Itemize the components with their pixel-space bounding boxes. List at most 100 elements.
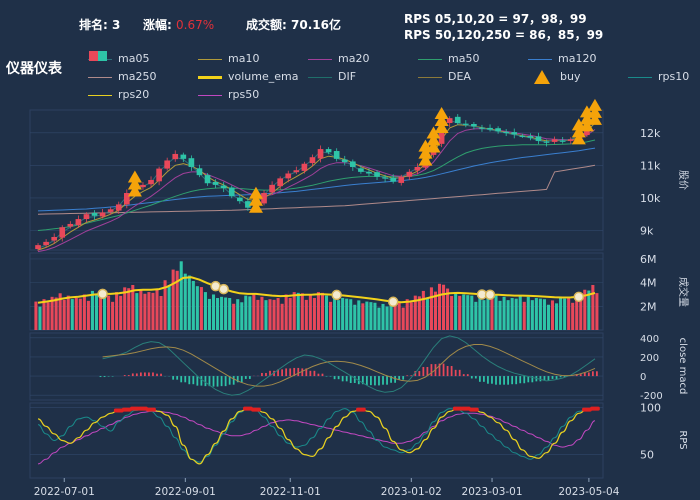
macd-hist-bar bbox=[176, 376, 179, 380]
rps-axis-label: RPS bbox=[677, 430, 688, 449]
legend-item-DIF[interactable]: DIF bbox=[308, 70, 356, 83]
candle bbox=[349, 159, 356, 171]
volume-bar bbox=[534, 298, 538, 330]
volume-bar bbox=[232, 303, 236, 330]
volume-bar bbox=[329, 301, 333, 330]
price-panel: 9k 10k 11k 12k 股价 bbox=[30, 98, 689, 253]
price-tick-label: 12k bbox=[640, 127, 661, 140]
legend-label: volume_ema bbox=[228, 70, 299, 83]
macd-hist-bar bbox=[442, 363, 445, 377]
volume-tick-label: 2M bbox=[640, 300, 657, 313]
candle bbox=[487, 124, 493, 132]
volume-bar bbox=[58, 293, 62, 330]
buy-arrow bbox=[571, 125, 586, 138]
volume-bar bbox=[159, 296, 163, 330]
x-tick-label: 2023-01-02 bbox=[381, 486, 442, 498]
macd-hist-bar bbox=[386, 376, 388, 385]
candle-body bbox=[91, 212, 98, 216]
macd-hist-bar bbox=[261, 372, 263, 377]
candle-body bbox=[107, 209, 114, 212]
legend-item-rps20[interactable]: rps20 bbox=[88, 88, 149, 101]
volume-bar bbox=[220, 296, 224, 330]
macd-hist-bar bbox=[192, 376, 195, 385]
volume-bar bbox=[42, 299, 46, 330]
macd-hist-bar bbox=[333, 376, 336, 380]
volume-bar bbox=[421, 290, 425, 330]
sector-title: 仪器仪表 bbox=[6, 61, 62, 77]
volume-bar bbox=[494, 294, 498, 330]
macd-hist-bar bbox=[422, 366, 425, 377]
volume-bar bbox=[583, 289, 587, 330]
macd-hist-bar bbox=[365, 376, 368, 386]
volume-bar bbox=[86, 300, 90, 330]
volume-bar bbox=[365, 301, 369, 330]
volume-bar bbox=[595, 293, 599, 330]
rps-high-marker bbox=[590, 406, 600, 411]
macd-hist-bar bbox=[426, 366, 429, 377]
volume-bar bbox=[151, 292, 155, 330]
legend-item-ma50[interactable]: ma50 bbox=[418, 52, 479, 65]
macd-hist-bar bbox=[297, 367, 300, 377]
volume-bar bbox=[345, 298, 349, 330]
macd-hist-bar bbox=[188, 376, 191, 385]
candle-body bbox=[99, 212, 106, 217]
volume-bar bbox=[538, 298, 542, 330]
legend-item-buy[interactable]: buy bbox=[528, 70, 580, 84]
legend-label: ma120 bbox=[558, 52, 597, 65]
legend-item-DEA[interactable]: DEA bbox=[418, 70, 471, 83]
legend-item-rps10[interactable]: rps10 bbox=[628, 70, 689, 83]
volume-bar bbox=[361, 303, 365, 330]
rps10-line bbox=[37, 408, 596, 463]
price-tick-label: 10k bbox=[640, 192, 661, 205]
legend-item-volume-ema[interactable]: volume_ema bbox=[198, 70, 298, 83]
legend-item-ma250[interactable]: ma250 bbox=[88, 70, 156, 83]
volume-bar bbox=[175, 270, 179, 330]
macd-hist-bar bbox=[244, 376, 247, 379]
candle bbox=[358, 165, 364, 174]
candle bbox=[325, 147, 332, 155]
rps-high-marker bbox=[452, 406, 463, 411]
volume-bar bbox=[179, 261, 183, 330]
legend-label: DIF bbox=[338, 70, 357, 83]
candle bbox=[309, 154, 316, 167]
legend-item-rps50[interactable]: rps50 bbox=[198, 88, 259, 101]
volume-bar bbox=[135, 293, 139, 330]
ma05-line bbox=[37, 116, 596, 249]
volume-bar bbox=[211, 294, 216, 330]
candle-body bbox=[333, 151, 340, 159]
candle bbox=[398, 174, 405, 186]
macd-hist-bar bbox=[495, 376, 497, 385]
macd-hist-bar bbox=[139, 372, 142, 377]
volume-bar bbox=[264, 300, 268, 330]
legend-item-ma10[interactable]: ma10 bbox=[198, 52, 259, 65]
price-axis-label: 股价 bbox=[677, 170, 689, 190]
buy-arrow bbox=[426, 126, 441, 139]
macd-hist-bar bbox=[596, 371, 598, 377]
macd-hist-bar bbox=[172, 376, 175, 380]
macd-hist-bar bbox=[523, 376, 526, 384]
candle bbox=[115, 201, 122, 214]
candle bbox=[390, 174, 397, 184]
candle bbox=[269, 181, 275, 195]
volume-bar bbox=[131, 284, 135, 330]
legend-item-ma20[interactable]: ma20 bbox=[308, 52, 369, 65]
volume-bar bbox=[563, 298, 567, 330]
legend-item-ma120[interactable]: ma120 bbox=[528, 52, 596, 65]
macd-hist-bar bbox=[236, 376, 239, 383]
volume-bar bbox=[300, 293, 304, 330]
ma20-line bbox=[37, 128, 596, 253]
candle bbox=[261, 190, 267, 206]
volume-bar bbox=[195, 286, 199, 330]
macd-hist-bar bbox=[277, 369, 279, 377]
volume-bar bbox=[587, 290, 591, 330]
volume-bar bbox=[187, 275, 191, 330]
buy-arrow bbox=[418, 146, 433, 159]
volume-bar bbox=[107, 295, 111, 330]
candle-body bbox=[75, 219, 82, 226]
candle bbox=[204, 173, 211, 186]
volume-bar bbox=[240, 302, 244, 330]
legend-label: ma05 bbox=[118, 52, 150, 65]
macd-hist-bar bbox=[478, 376, 481, 382]
candle bbox=[495, 126, 501, 134]
volume-ema-marker bbox=[573, 291, 585, 303]
